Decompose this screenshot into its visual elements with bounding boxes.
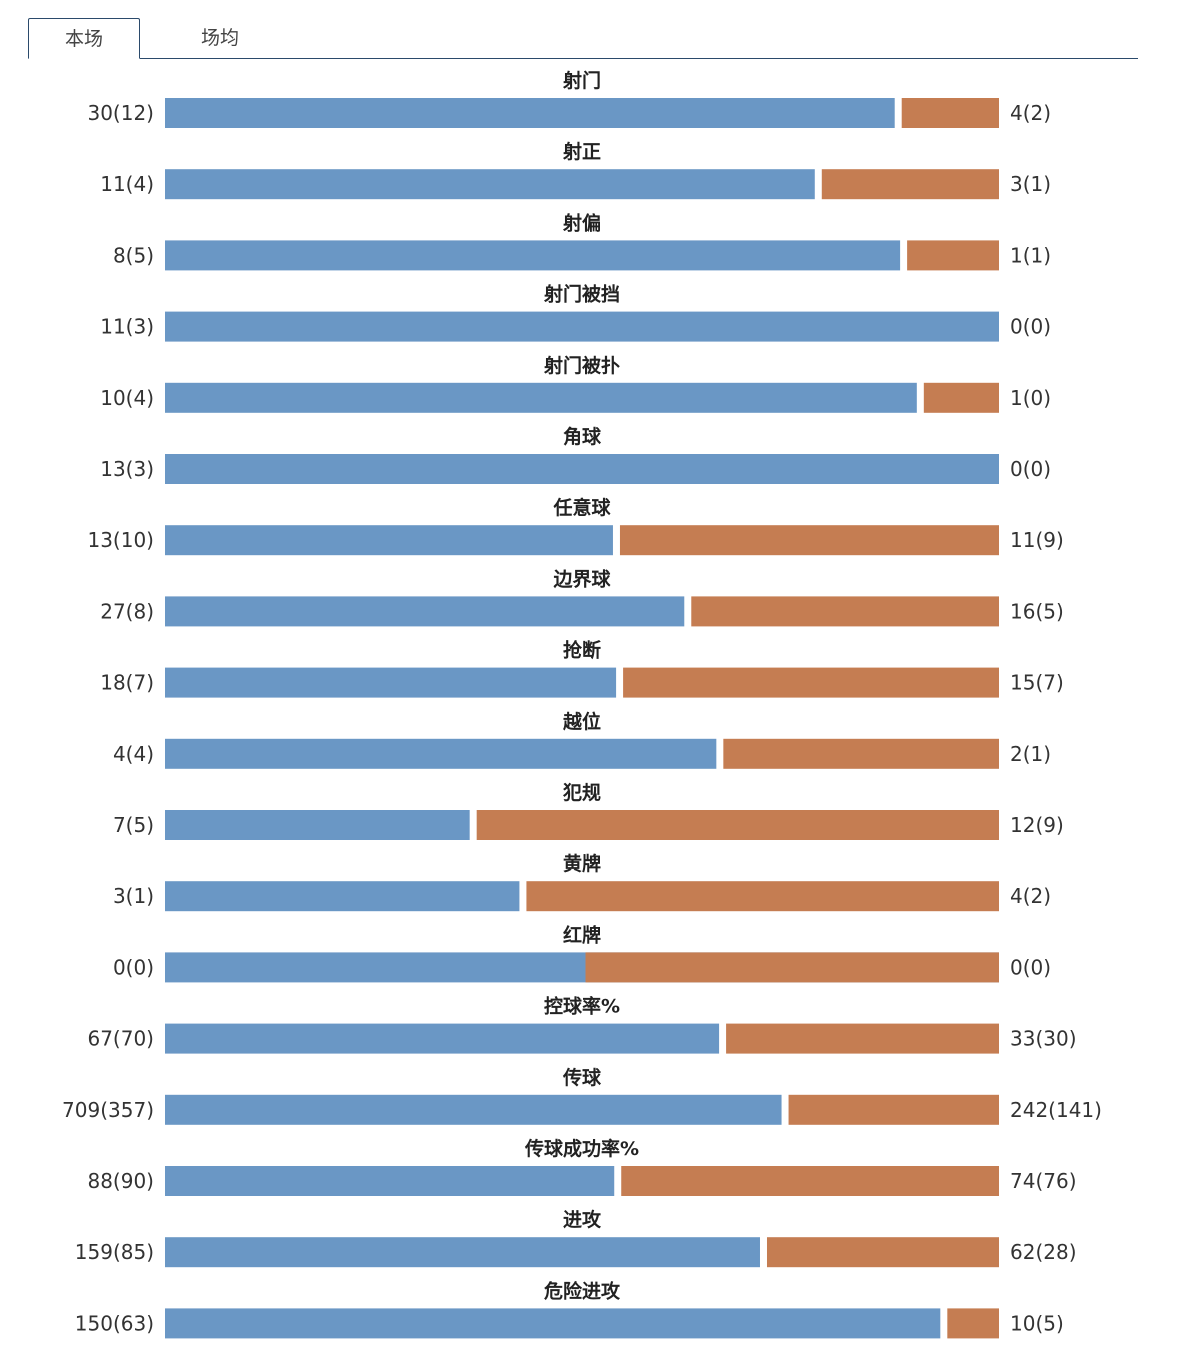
right-bar	[723, 738, 999, 769]
left-bar	[165, 1094, 782, 1125]
right-value: 0(0)	[1010, 955, 1051, 979]
right-value: 3(1)	[1010, 172, 1051, 196]
left-bar	[165, 1237, 760, 1268]
right-bar	[923, 382, 999, 413]
right-bar	[726, 1023, 999, 1054]
row-label: 传球成功率%	[524, 1137, 639, 1160]
left-bar	[165, 98, 895, 128]
row-label: 控球率%	[544, 995, 620, 1018]
right-bar	[621, 1166, 999, 1196]
left-value: 0(0)	[113, 955, 154, 979]
left-bar	[165, 667, 617, 698]
right-bar	[947, 1308, 999, 1339]
left-bar	[165, 881, 520, 912]
left-value: 67(70)	[87, 1027, 154, 1051]
right-value: 242(141)	[1010, 1098, 1102, 1122]
tab-this-match[interactable]: 本场	[28, 18, 140, 59]
row-label: 危险进攻	[544, 1279, 621, 1302]
row-label: 射正	[562, 140, 601, 163]
left-value: 88(90)	[87, 1169, 154, 1193]
row-label: 射偏	[562, 211, 601, 234]
left-value: 7(5)	[113, 813, 154, 837]
tab-bar: 本场 场均	[28, 18, 1138, 59]
left-value: 30(12)	[87, 101, 154, 125]
right-bar	[788, 1094, 999, 1125]
row-label: 红牌	[563, 923, 601, 946]
right-bar	[623, 667, 999, 698]
right-value: 16(5)	[1010, 599, 1064, 623]
left-bar	[165, 454, 999, 484]
left-bar	[165, 525, 613, 556]
right-bar	[766, 1237, 999, 1268]
right-value: 10(5)	[1010, 1311, 1064, 1335]
row-label: 抢断	[563, 639, 601, 662]
right-value: 1(1)	[1010, 243, 1051, 267]
left-bar	[165, 810, 470, 840]
left-value: 13(10)	[87, 528, 154, 552]
right-value: 15(7)	[1010, 671, 1064, 695]
left-bar	[165, 240, 901, 271]
right-value: 11(9)	[1010, 528, 1064, 552]
left-value: 13(3)	[100, 457, 154, 481]
left-value: 27(8)	[100, 599, 154, 623]
left-bar	[165, 596, 685, 627]
row-label: 射门被扑	[543, 354, 620, 377]
row-label: 进攻	[563, 1208, 602, 1231]
row-label: 传球	[562, 1066, 602, 1089]
right-bar	[585, 952, 999, 983]
right-bar	[907, 240, 999, 271]
right-value: 0(0)	[1010, 315, 1051, 339]
row-label: 角球	[563, 425, 602, 448]
right-value: 62(28)	[1010, 1240, 1077, 1264]
right-bar	[691, 596, 999, 627]
left-bar	[165, 1023, 720, 1054]
right-value: 2(1)	[1010, 742, 1051, 766]
left-bar	[165, 311, 999, 342]
left-value: 3(1)	[113, 884, 154, 908]
right-value: 1(0)	[1010, 386, 1051, 410]
row-label: 射门	[562, 69, 601, 92]
left-bar	[165, 738, 717, 769]
left-value: 11(4)	[100, 172, 154, 196]
left-value: 159(85)	[75, 1240, 154, 1264]
tab-average[interactable]: 场均	[200, 27, 239, 49]
left-bar	[165, 169, 815, 200]
row-label: 犯规	[562, 781, 601, 804]
left-value: 18(7)	[100, 671, 154, 695]
row-label: 边界球	[552, 567, 611, 590]
right-value: 12(9)	[1010, 813, 1064, 837]
left-value: 150(63)	[75, 1311, 154, 1335]
left-value: 8(5)	[113, 243, 154, 267]
row-label: 越位	[562, 710, 601, 733]
row-label: 射门被挡	[543, 283, 620, 306]
right-value: 0(0)	[1010, 457, 1051, 481]
right-value: 4(2)	[1010, 884, 1051, 908]
right-bar	[526, 881, 999, 912]
right-bar	[821, 169, 999, 200]
left-value: 10(4)	[100, 386, 154, 410]
right-value: 4(2)	[1010, 101, 1051, 125]
row-label: 黄牌	[563, 852, 601, 875]
right-bar	[476, 810, 999, 840]
left-bar	[165, 382, 917, 413]
right-bar	[901, 98, 999, 128]
right-value: 74(76)	[1010, 1169, 1077, 1193]
left-value: 4(4)	[113, 742, 154, 766]
row-label: 任意球	[552, 496, 611, 519]
right-value: 33(30)	[1010, 1027, 1077, 1051]
right-bar	[619, 525, 999, 556]
left-bar	[165, 1308, 941, 1339]
left-value: 11(3)	[100, 315, 154, 339]
left-value: 709(357)	[62, 1098, 154, 1122]
left-bar	[165, 1166, 615, 1196]
